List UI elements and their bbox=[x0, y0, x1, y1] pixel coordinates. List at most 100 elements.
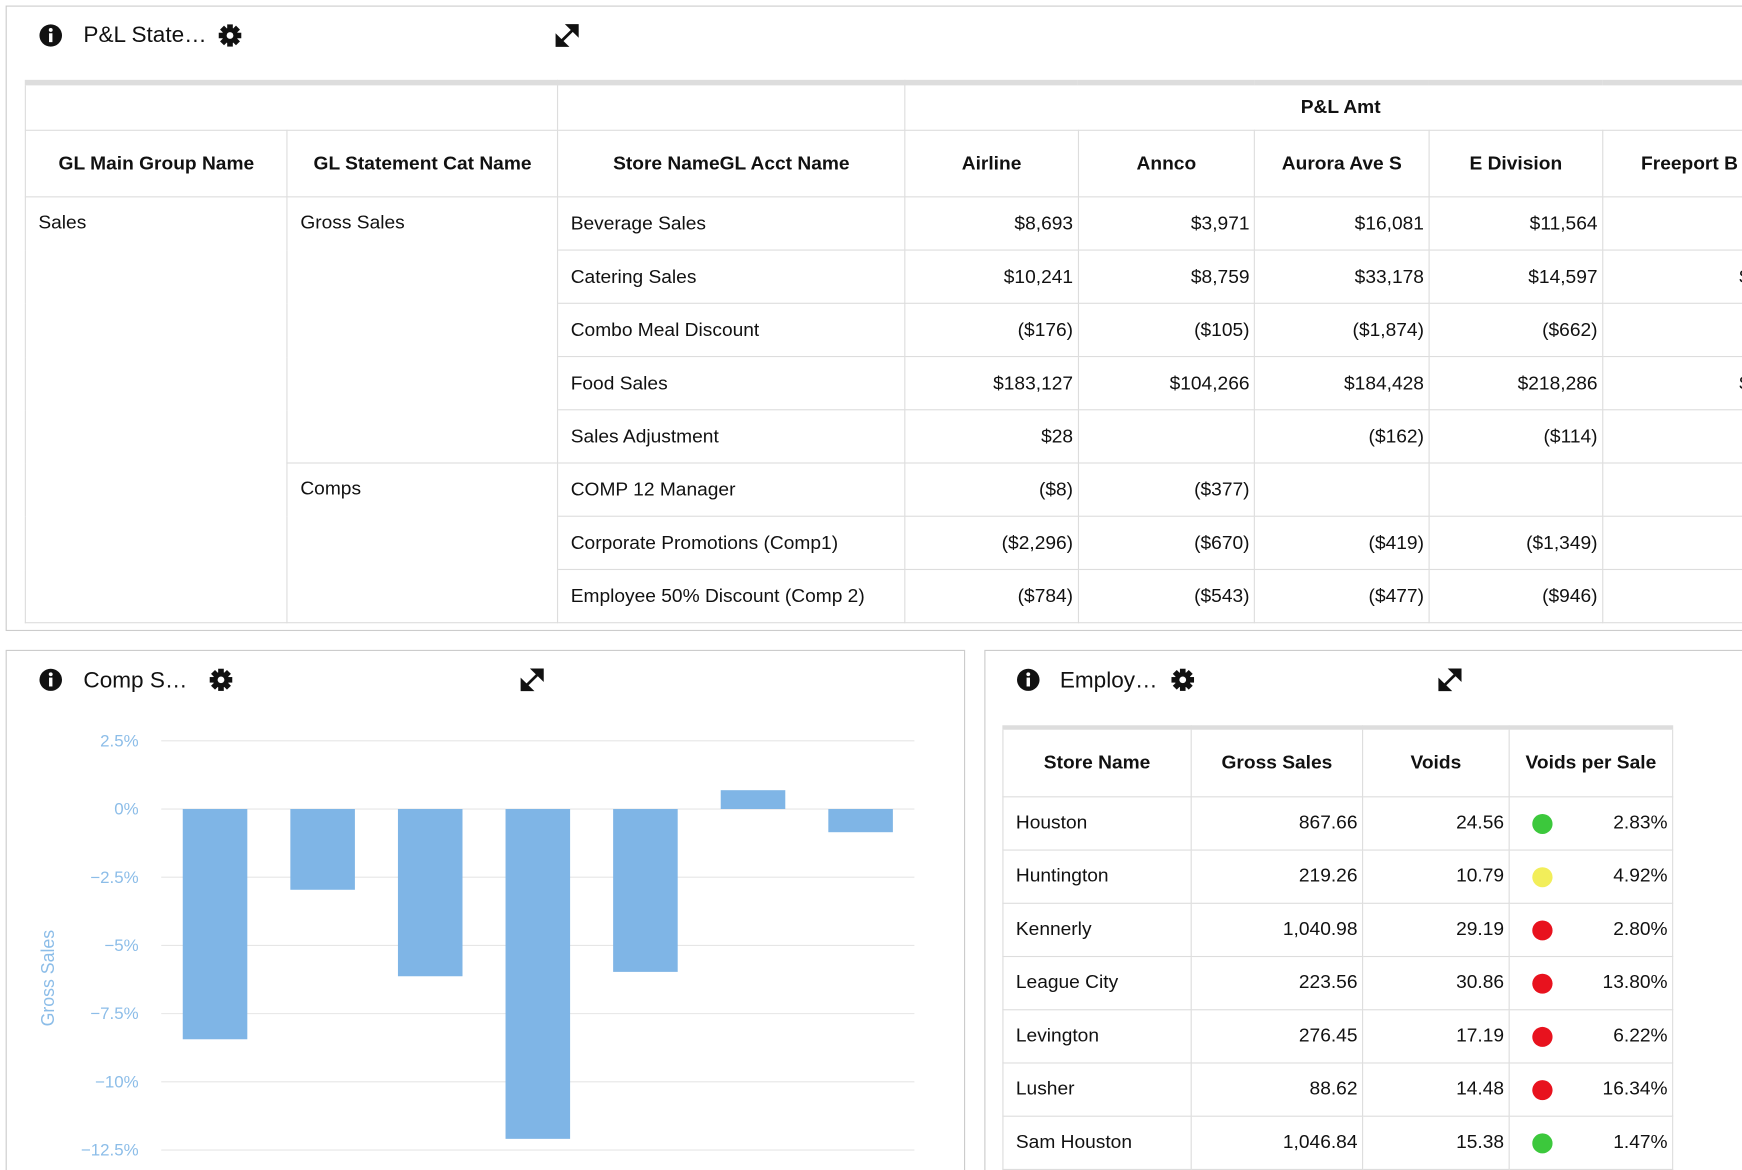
table-row: Sam Houston 1,046.84 15.38 1.47% bbox=[1002, 1115, 1674, 1170]
table-cell: ($1,874) bbox=[1254, 302, 1430, 358]
column-group-header: P&L Amt bbox=[904, 82, 1742, 131]
table-row: Comps COMP 12 Manager ($8) ($377) bbox=[25, 462, 1742, 624]
table-cell: ($2 bbox=[1602, 515, 1742, 571]
y-tick-label: 0% bbox=[114, 800, 139, 819]
table-cell: 867.66 bbox=[1190, 795, 1364, 851]
table-cell: Kennerly bbox=[1002, 902, 1192, 957]
info-icon[interactable] bbox=[38, 23, 63, 47]
column-header: Voids bbox=[1362, 726, 1510, 797]
column-header: Aurora Ave S bbox=[1254, 129, 1430, 198]
settings-icon[interactable] bbox=[1170, 668, 1195, 692]
column-header: Voids per Sale bbox=[1508, 726, 1674, 797]
table-row: Sales Gross Sales Beverage Sales $8,693 $3,9… bbox=[24, 196, 1742, 624]
table-row: League City 223.56 30.86 13.80% bbox=[1002, 955, 1674, 1010]
table-cell: $8,693 bbox=[904, 196, 1079, 251]
table-cell: 223.56 bbox=[1190, 955, 1364, 1010]
bar-chart: Gross Sales 2.5% 0% −2.5% −5% −7.5% −10% −12.5… bbox=[38, 731, 915, 1160]
expand-icon[interactable] bbox=[1438, 668, 1463, 692]
settings-icon[interactable] bbox=[209, 668, 234, 692]
table-cell: ($2,296) bbox=[904, 515, 1079, 571]
column-header: Freeport B bbox=[1602, 129, 1742, 198]
table-cell: 276.45 bbox=[1190, 1008, 1364, 1063]
table-cell: $33,178 bbox=[1254, 249, 1430, 304]
table-cell: Sam Houston bbox=[1002, 1115, 1192, 1170]
column-header: Gross Sales bbox=[1190, 726, 1364, 797]
table-cell: Employee 50% Discount (Comp 2) bbox=[557, 568, 906, 624]
table-cell: ($662) bbox=[1428, 302, 1604, 358]
table-cell: Sales bbox=[24, 196, 288, 624]
y-tick-label: −12.5% bbox=[81, 1141, 139, 1160]
column-header: Annco bbox=[1077, 129, 1256, 198]
table-cell bbox=[1077, 409, 1256, 464]
table-cell: Catering Sales bbox=[557, 249, 906, 304]
panel-title: Employ… bbox=[1059, 668, 1158, 694]
table-cell: COMP 12 Manager bbox=[557, 462, 906, 517]
table-row: Employee 50% Discount (Comp 2) ($784) ($54… bbox=[25, 568, 1742, 624]
table-cell: 88.62 bbox=[1190, 1061, 1364, 1117]
table-cell: 14.48 bbox=[1362, 1061, 1510, 1117]
bar bbox=[505, 809, 571, 1139]
table-cell: $8,759 bbox=[1077, 249, 1256, 304]
status-dot bbox=[1532, 1079, 1553, 1100]
table-cell bbox=[1602, 302, 1742, 358]
table-cell: $184,428 bbox=[1254, 355, 1430, 411]
table-cell bbox=[1602, 409, 1742, 464]
status-dot bbox=[1532, 1132, 1553, 1153]
table-cell: 30.86 bbox=[1362, 955, 1510, 1010]
table-cell: 10.79 bbox=[1362, 848, 1510, 904]
settings-icon[interactable] bbox=[218, 23, 243, 47]
table-cell: ($419) bbox=[1254, 515, 1430, 571]
header-cell bbox=[24, 82, 559, 131]
panel-title: Comp S… bbox=[83, 668, 188, 694]
employee-table: Store Name Gross Sales Voids Voids per Sale… bbox=[1002, 725, 1674, 1170]
table-cell: ($8) bbox=[904, 462, 1079, 517]
column-header: GL Statement Cat Name bbox=[286, 129, 559, 198]
table-row: Combo Meal Discount ($176) ($105) ($1,874)(… bbox=[25, 302, 1742, 358]
bar bbox=[613, 809, 678, 972]
table-row: Sales Adjustment $28 ($162) ($114) bbox=[25, 409, 1742, 464]
info-icon[interactable] bbox=[1016, 668, 1041, 692]
table-cell: 4.92% bbox=[1508, 848, 1674, 904]
table-row: Food Sales $183,127 $104,266 $184,428 $218,2… bbox=[25, 355, 1742, 411]
table-row: Corporate Promotions (Comp1) ($2,296) ($67… bbox=[25, 515, 1742, 571]
table-cell: ($162) bbox=[1254, 409, 1430, 464]
info-icon[interactable] bbox=[38, 668, 63, 692]
table-cell: Huntington bbox=[1002, 848, 1192, 904]
header-cell bbox=[557, 82, 906, 131]
expand-icon[interactable] bbox=[520, 668, 545, 692]
table-cell: ($105) bbox=[1077, 302, 1256, 358]
table-row: Lusher 88.62 14.48 16.34% bbox=[1002, 1061, 1674, 1117]
column-header: Store Name bbox=[1002, 726, 1192, 797]
table-cell: $3,971 bbox=[1077, 196, 1256, 251]
panel-title: P&L State… bbox=[83, 23, 207, 48]
table-cell: $28 bbox=[904, 409, 1079, 464]
table-cell: $14,597 bbox=[1428, 249, 1604, 304]
table-cell: $11,564 bbox=[1428, 196, 1604, 251]
table-cell: 13.80% bbox=[1508, 955, 1674, 1010]
table-cell: ($1 bbox=[1602, 568, 1742, 624]
table-cell: $104,266 bbox=[1077, 355, 1256, 411]
table-cell: ($946) bbox=[1428, 568, 1604, 624]
table-cell: $6 bbox=[1602, 196, 1742, 251]
bar bbox=[290, 809, 355, 890]
table-cell: $10,241 bbox=[904, 249, 1079, 304]
bar bbox=[182, 809, 248, 1040]
table-cell: Levington bbox=[1002, 1008, 1192, 1063]
table-cell: 219.26 bbox=[1190, 848, 1364, 904]
table-cell: Gross Sales bbox=[286, 196, 559, 464]
table-cell: 2.83% bbox=[1508, 795, 1674, 851]
table-cell: 24.56 bbox=[1362, 795, 1510, 851]
expand-icon[interactable] bbox=[555, 23, 580, 47]
status-dot bbox=[1532, 866, 1553, 887]
column-header: Store NameGL Acct Name bbox=[557, 129, 906, 198]
table-cell: Corporate Promotions (Comp1) bbox=[557, 515, 906, 571]
status-dot bbox=[1532, 919, 1553, 940]
comp-panel: Comp S… bbox=[5, 649, 966, 1170]
table-cell: 1.47% bbox=[1508, 1115, 1674, 1170]
table-cell: ($477) bbox=[1254, 568, 1430, 624]
table-row: Catering Sales $10,241 $8,759 $33,178 $14,59… bbox=[25, 249, 1742, 304]
table-cell: ($784) bbox=[904, 568, 1079, 624]
status-dot bbox=[1532, 973, 1553, 994]
table-cell: Houston bbox=[1002, 795, 1192, 851]
